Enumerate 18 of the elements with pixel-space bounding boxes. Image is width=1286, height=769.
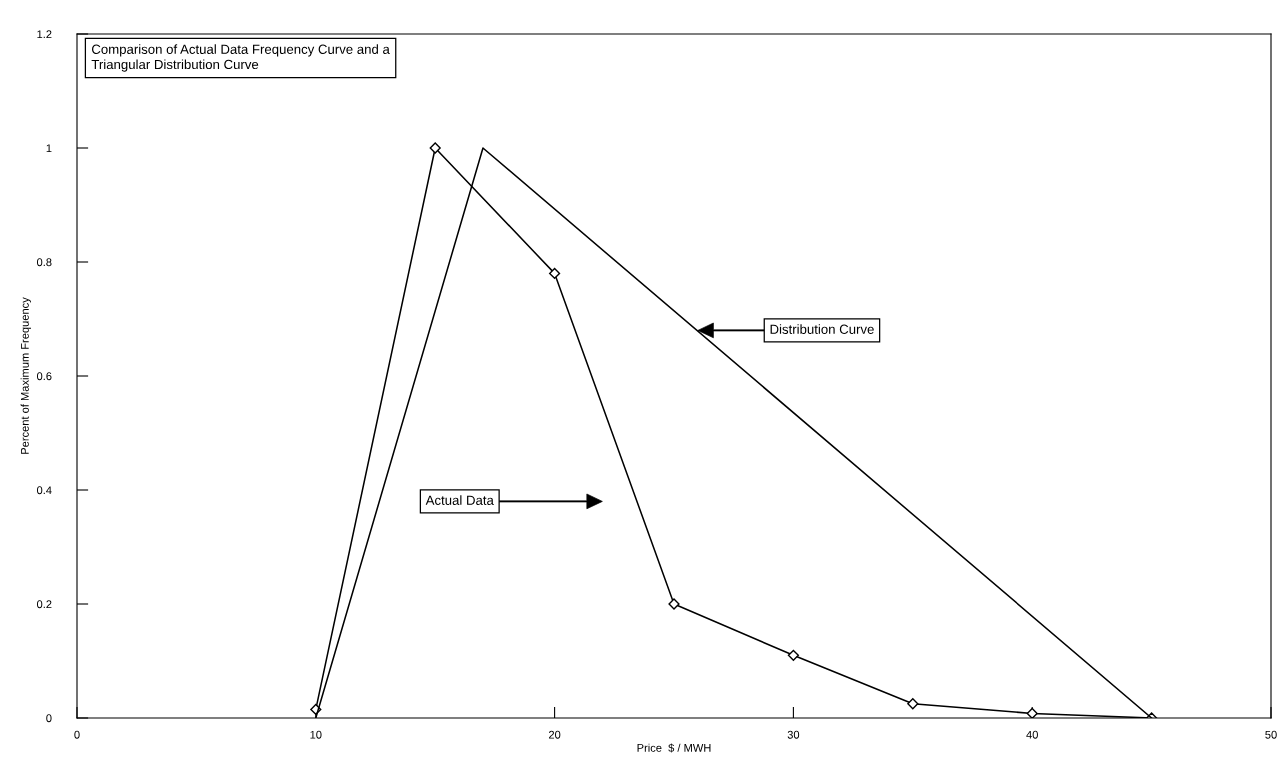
x-tick-label: 50 xyxy=(1265,730,1277,739)
x-tick-label: 30 xyxy=(787,730,800,739)
x-tick-label: 40 xyxy=(1026,730,1038,739)
y-tick-label: 0.2 xyxy=(36,600,52,609)
y-tick-label: 0.4 xyxy=(36,486,52,495)
x-axis-title: Price $ / MWH xyxy=(637,743,711,753)
y-axis-title: Percent of Maximum Frequency xyxy=(20,297,31,454)
x-tick-label: 20 xyxy=(548,730,561,739)
y-tick-label: 0 xyxy=(46,714,52,723)
x-tick-label: 0 xyxy=(74,730,80,739)
y-tick-label: 1 xyxy=(46,144,52,153)
y-tick-label: 0.6 xyxy=(36,372,52,381)
annotation: Actual Data xyxy=(425,495,494,505)
x-tick-label: 10 xyxy=(310,730,322,739)
y-tick-label: 0.8 xyxy=(36,258,52,267)
y-tick-label: 1.2 xyxy=(37,30,52,39)
text: Comparison of Actual Data Frequency Curve and a Triangular Distribution Curve xyxy=(91,44,390,72)
annotation: Distribution Curve xyxy=(770,324,874,334)
